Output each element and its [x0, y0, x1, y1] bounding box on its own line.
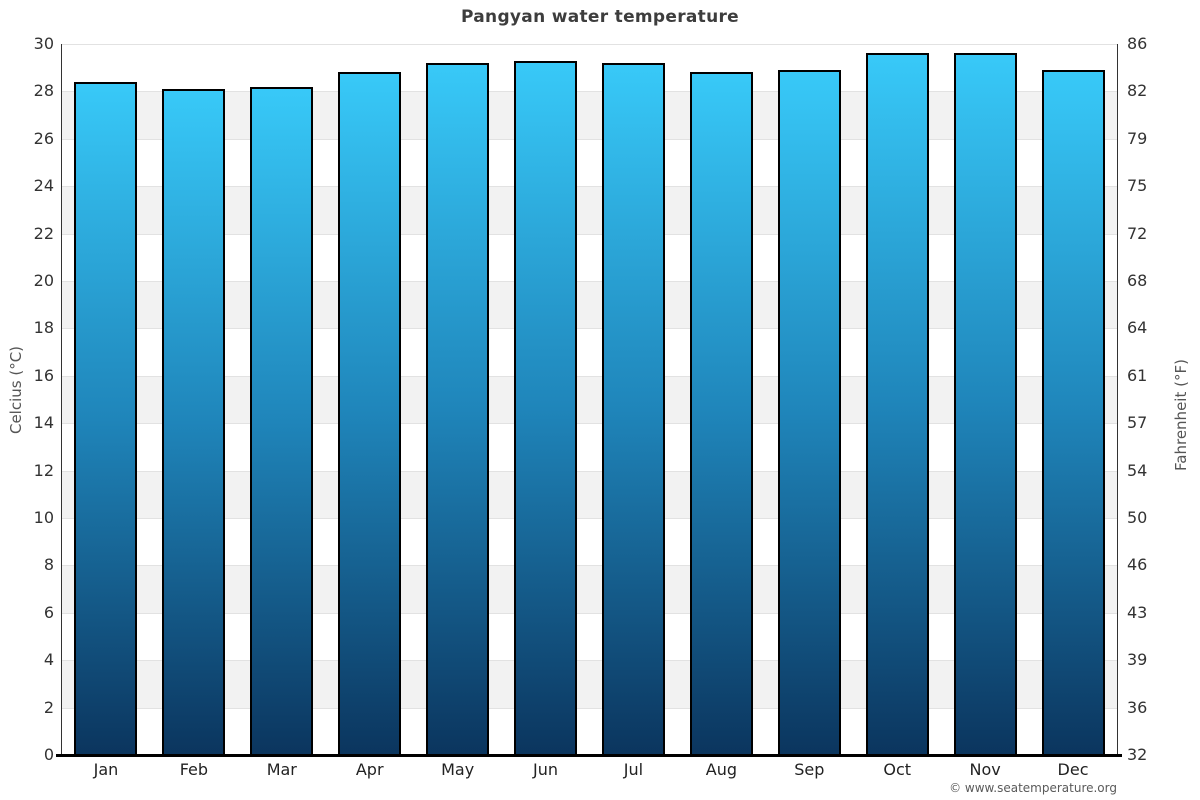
- celsius-tick-label: 0: [43, 745, 54, 764]
- month-label-jun: Jun: [533, 760, 559, 779]
- bar-jun[interactable]: [514, 61, 577, 755]
- footer: © www.seatemperature.org: [949, 781, 1117, 795]
- gridline: [62, 708, 1117, 709]
- month-label-may: May: [441, 760, 475, 779]
- bar-jul[interactable]: [602, 63, 665, 755]
- left-axis-line: [61, 44, 62, 755]
- month-label-oct: Oct: [883, 760, 912, 779]
- plot-band: [62, 375, 1117, 424]
- left-axis-title: Celcius (°C): [7, 345, 25, 435]
- fahrenheit-tick-label: 43: [1127, 602, 1148, 622]
- fahrenheit-tick-label: 54: [1127, 460, 1148, 480]
- gridline: [62, 376, 1117, 377]
- gridline: [62, 565, 1117, 566]
- fahrenheit-tick-label: 79: [1127, 128, 1148, 148]
- plot-band: [62, 44, 1117, 92]
- celsius-tick-label: 4: [43, 650, 54, 670]
- plot-band: [62, 423, 1117, 471]
- celsius-tick-label: 28: [33, 81, 54, 101]
- plot-band: [62, 233, 1117, 281]
- plot-band: [62, 186, 1117, 234]
- celsius-tick-label: 2: [43, 697, 54, 717]
- celsius-tick-label: 10: [33, 508, 54, 527]
- gridline: [62, 613, 1117, 614]
- fahrenheit-tick-label: 46: [1127, 555, 1148, 575]
- celsius-tick-label: 14: [33, 413, 54, 433]
- bar-aug[interactable]: [690, 72, 753, 755]
- plot-band: [62, 565, 1117, 613]
- gridline: [62, 423, 1117, 424]
- fahrenheit-tick-label: 72: [1127, 223, 1148, 243]
- gridline: [62, 328, 1117, 329]
- bar-apr[interactable]: [338, 72, 401, 755]
- bar-nov[interactable]: [954, 53, 1017, 755]
- bar-dec[interactable]: [1042, 70, 1105, 755]
- month-label-feb: Feb: [179, 760, 209, 779]
- gridline: [62, 471, 1117, 472]
- chart-title: Pangyan water temperature: [460, 7, 740, 27]
- plot-band: [62, 707, 1117, 755]
- month-label-nov: Nov: [969, 760, 1001, 779]
- celsius-tick-label: 22: [33, 223, 54, 243]
- celsius-tick-label: 20: [33, 271, 54, 290]
- gridline: [62, 139, 1117, 140]
- plot-band: [62, 518, 1117, 566]
- bar-oct[interactable]: [866, 53, 929, 755]
- month-label-mar: Mar: [266, 760, 297, 779]
- bar-feb[interactable]: [162, 89, 225, 755]
- fahrenheit-tick-label: 61: [1127, 365, 1148, 385]
- fahrenheit-tick-label: 68: [1127, 271, 1148, 290]
- plot-band: [62, 138, 1117, 187]
- fahrenheit-tick-label: 75: [1127, 176, 1148, 196]
- fahrenheit-tick-label: 36: [1127, 697, 1148, 717]
- celsius-tick-label: 30: [33, 34, 54, 53]
- plot-band: [62, 91, 1117, 139]
- fahrenheit-tick-label: 39: [1127, 650, 1148, 670]
- gridline: [62, 186, 1117, 187]
- month-label-apr: Apr: [355, 760, 384, 779]
- month-label-sep: Sep: [794, 760, 825, 779]
- plot-band: [62, 612, 1117, 661]
- bar-sep[interactable]: [778, 70, 841, 755]
- gridline: [62, 518, 1117, 519]
- bar-may[interactable]: [426, 63, 489, 755]
- celsius-tick-label: 26: [33, 128, 54, 148]
- footer-copyright-link[interactable]: © www.seatemperature.org: [949, 781, 1117, 795]
- plot-band: [62, 281, 1117, 329]
- celsius-tick-label: 24: [33, 176, 54, 196]
- celsius-tick-label: 6: [43, 602, 54, 622]
- right-axis-title: Fahrenheit (°F): [1172, 359, 1190, 471]
- month-label-dec: Dec: [1057, 760, 1089, 779]
- plot-band: [62, 328, 1117, 376]
- gridline: [62, 91, 1117, 92]
- plot-band: [62, 660, 1117, 708]
- month-label-aug: Aug: [705, 760, 737, 779]
- month-label-jul: Jul: [623, 760, 644, 779]
- celsius-tick-label: 18: [33, 318, 54, 338]
- plot-area: [62, 44, 1117, 755]
- fahrenheit-tick-label: 32: [1127, 745, 1148, 764]
- celsius-tick-label: 12: [33, 460, 54, 480]
- celsius-tick-label: 8: [43, 555, 54, 575]
- gridline: [62, 281, 1117, 282]
- plot-band: [62, 470, 1117, 518]
- fahrenheit-tick-label: 64: [1127, 318, 1148, 338]
- gridline: [62, 44, 1117, 45]
- celsius-tick-label: 16: [33, 365, 54, 385]
- right-axis-line: [1117, 44, 1118, 755]
- gridline: [62, 234, 1117, 235]
- gridline: [62, 660, 1117, 661]
- fahrenheit-tick-label: 86: [1127, 34, 1148, 53]
- x-axis-baseline: [56, 754, 1122, 757]
- fahrenheit-tick-label: 50: [1127, 508, 1148, 527]
- month-label-jan: Jan: [93, 760, 119, 779]
- fahrenheit-tick-label: 57: [1127, 413, 1148, 433]
- fahrenheit-tick-label: 82: [1127, 81, 1148, 101]
- bar-jan[interactable]: [74, 82, 137, 755]
- bar-mar[interactable]: [250, 87, 313, 755]
